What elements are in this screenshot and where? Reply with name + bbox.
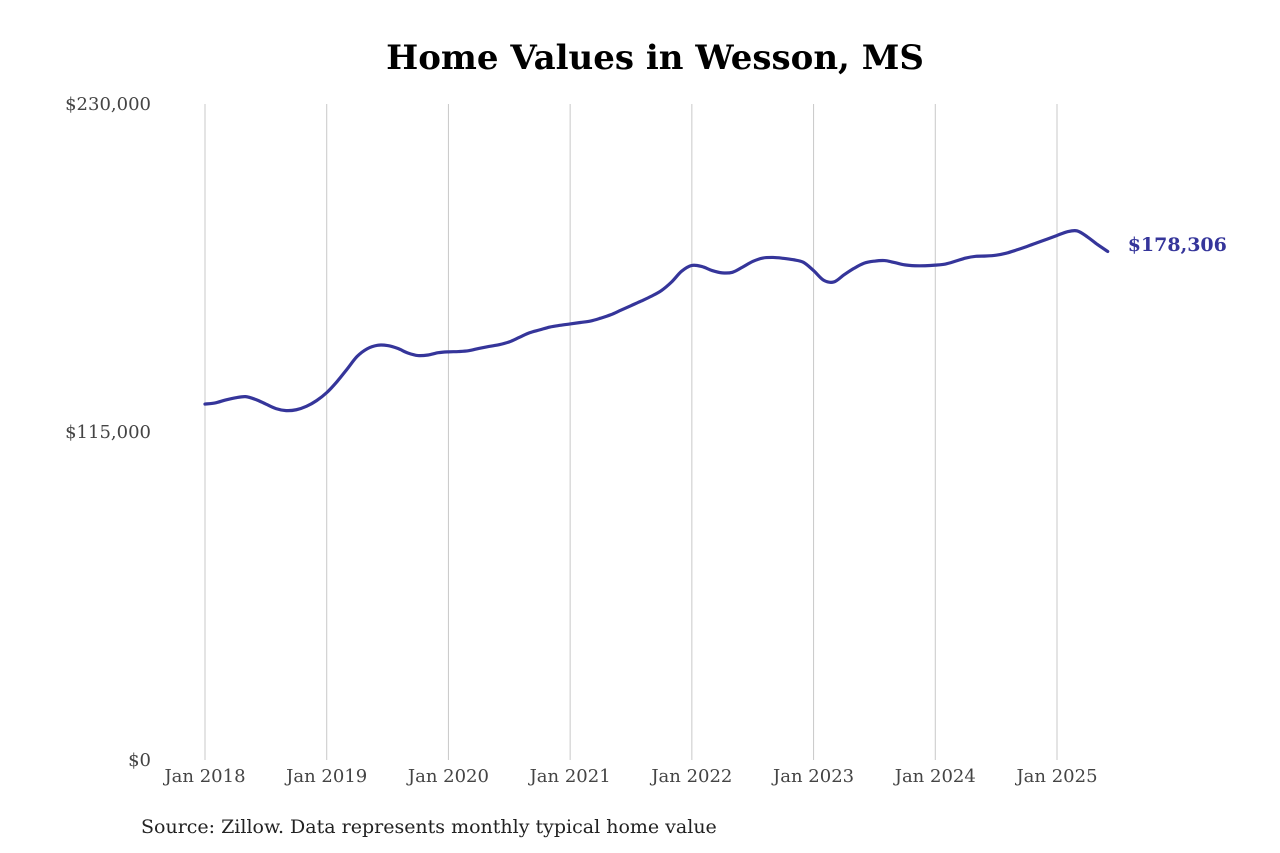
x-tick-label: Jan 2023 [771,766,854,787]
end-value-label: $178,306 [1128,234,1227,256]
x-axis: Jan 2018 Jan 2019 Jan 2020 Jan 2021 Jan 2022… [162,766,1097,787]
source-note: Source: Zillow. Data represents monthly … [141,816,717,838]
x-tick-label: Jan 2019 [284,766,367,787]
x-tick-label: Jan 2020 [406,766,489,787]
y-axis: $0 $115,000 $230,000 [65,94,151,771]
series-layer [203,228,1110,413]
y-tick-label: $0 [128,750,151,771]
x-tick-label: Jan 2018 [162,766,245,787]
series-line-home-value [203,228,1110,413]
x-tick-label: Jan 2024 [893,766,976,787]
chart-title: Home Values in Wesson, MS [386,38,924,78]
x-tick-label: Jan 2022 [649,766,732,787]
x-tick-label: Jan 2025 [1014,766,1097,787]
x-tick-label: Jan 2021 [528,766,611,787]
y-tick-label: $115,000 [65,422,151,443]
gridlines [204,104,1058,760]
annotation-layer: $178,306 [1128,234,1227,256]
y-tick-label: $230,000 [65,94,151,115]
